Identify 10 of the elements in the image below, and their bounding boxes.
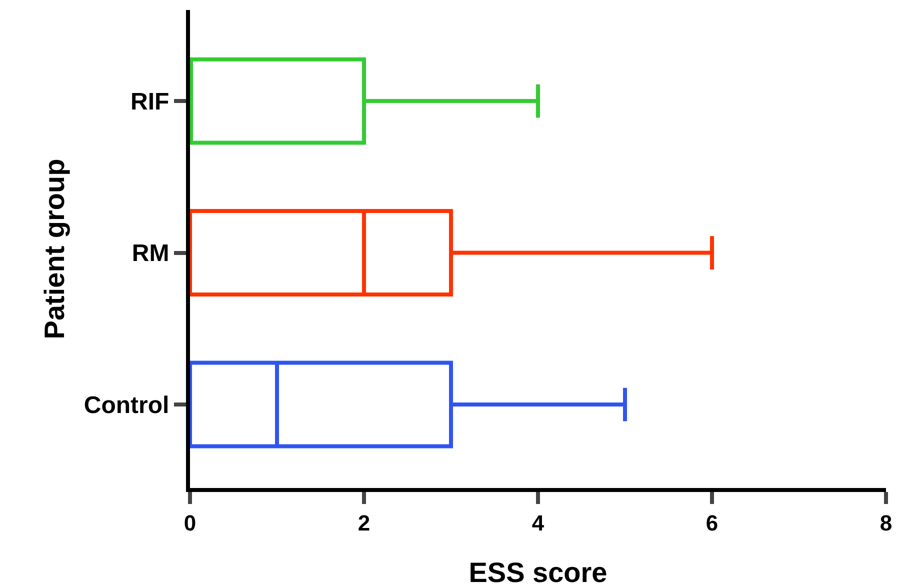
y-tick-label: RIF: [130, 88, 170, 116]
x-tick-label: 4: [532, 510, 545, 536]
y-tick-label: RM: [132, 240, 170, 268]
x-tick-label: 6: [706, 510, 718, 536]
x-tick-label: 8: [880, 510, 892, 536]
y-tick-label: Control: [84, 392, 170, 419]
x-axis-title: ESS score: [468, 557, 608, 588]
x-tick-label: 2: [358, 510, 370, 536]
x-tick-label: 0: [184, 510, 196, 536]
y-axis-title: Patient group: [39, 158, 70, 340]
